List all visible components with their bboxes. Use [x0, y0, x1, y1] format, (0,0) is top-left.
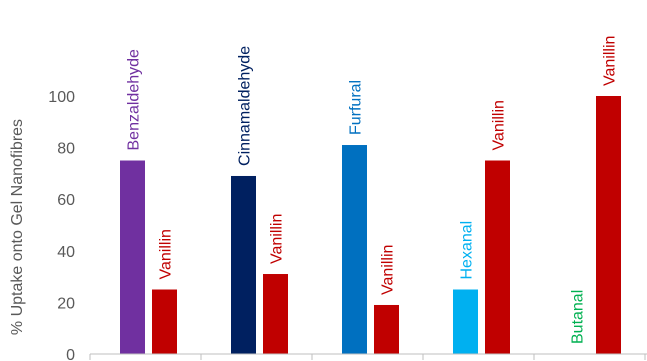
bar — [120, 160, 145, 354]
y-axis-title-group: % Uptake onto Gel Nanofibres — [9, 119, 26, 335]
y-tick-label: 40 — [57, 244, 75, 261]
bar-label: Vanillin — [158, 229, 175, 279]
bar-label: Vanillin — [380, 245, 397, 295]
bar-label: Butanal — [570, 290, 587, 344]
bar — [263, 274, 288, 354]
bar-label: Hexanal — [459, 221, 476, 280]
bar — [342, 145, 367, 354]
y-axis-ticks: 0 20 40 60 80 100 — [48, 89, 75, 361]
bar-label: Furfural — [348, 80, 365, 135]
bar — [596, 96, 621, 354]
bar-label: Cinnamaldehyde — [237, 46, 254, 166]
bar-label: Vanillin — [602, 36, 619, 86]
y-tick-label: 60 — [57, 192, 75, 209]
y-tick-label: 100 — [48, 89, 75, 106]
bar-label: Vanillin — [269, 214, 286, 264]
y-tick-label: 20 — [57, 295, 75, 312]
bar — [453, 289, 478, 354]
bar — [485, 160, 510, 354]
bar — [152, 289, 177, 354]
bar-label: Benzaldehyde — [126, 49, 143, 151]
bar — [374, 304, 399, 354]
y-tick-label: 0 — [66, 347, 75, 361]
y-tick-label: 80 — [57, 141, 75, 158]
bar-labels: Benzaldehyde Vanillin Cinnamaldehyde Vanill… — [126, 36, 619, 344]
bar — [231, 175, 256, 354]
y-axis-title: % Uptake onto Gel Nanofibres — [9, 119, 26, 335]
x-axis — [89, 353, 647, 360]
bar-label: Vanillin — [491, 100, 508, 150]
bars — [120, 96, 621, 354]
